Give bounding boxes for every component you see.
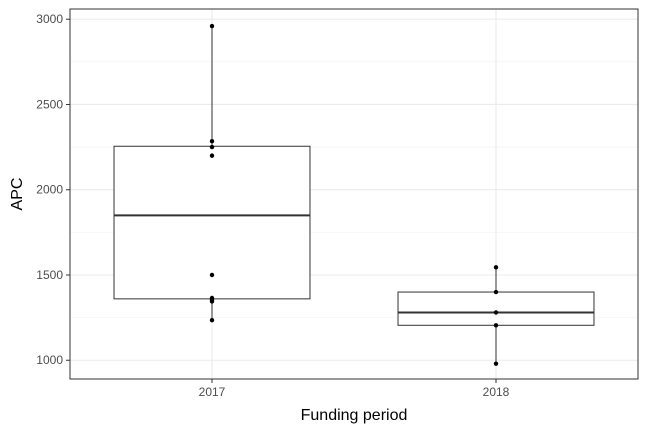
data-point <box>209 144 215 150</box>
data-point <box>209 138 215 144</box>
data-point <box>493 265 499 270</box>
y-tick-label: 3000 <box>36 12 63 26</box>
data-point <box>493 289 499 295</box>
y-tick-label: 2500 <box>36 97 63 111</box>
data-point <box>209 272 215 278</box>
y-axis-ticks: 1000 1500 2000 2500 3000 <box>36 12 70 367</box>
data-point <box>209 317 215 323</box>
data-point <box>209 23 215 29</box>
plot-panel-border <box>69 8 639 380</box>
x-axis-ticks: 2017 2018 <box>199 379 510 399</box>
data-point <box>209 153 215 158</box>
x-tick-label: 2017 <box>199 385 226 399</box>
data-point <box>493 361 499 366</box>
data-point <box>493 323 499 328</box>
data-points <box>209 23 499 366</box>
y-tick-label: 1000 <box>36 353 63 367</box>
y-tick-label: 2000 <box>36 183 63 197</box>
x-tick-label: 2018 <box>483 385 510 399</box>
data-point <box>493 310 499 315</box>
y-tick-label: 1500 <box>36 268 63 282</box>
x-axis-title: Funding period <box>301 407 408 424</box>
y-axis-title: APC <box>9 178 26 211</box>
box-iqr <box>397 291 595 326</box>
data-point <box>209 299 215 304</box>
